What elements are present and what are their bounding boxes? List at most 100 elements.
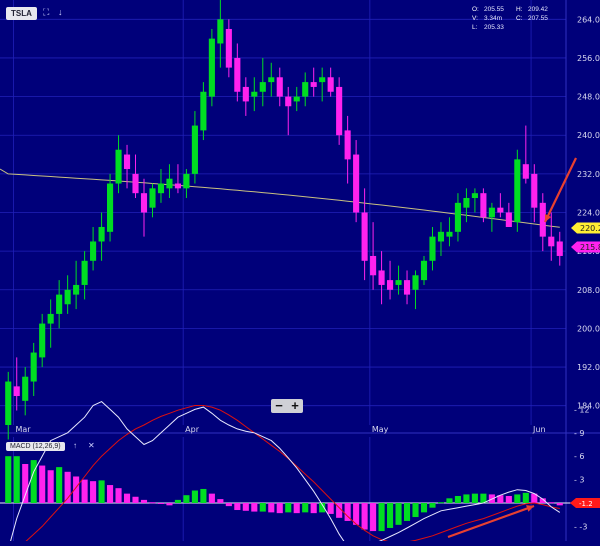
candle-body[interactable] [56, 294, 63, 314]
candle-body[interactable] [310, 82, 317, 87]
macd-histogram-bar [403, 503, 411, 521]
candle-body[interactable] [200, 91, 207, 131]
download-icon[interactable]: ↓ [58, 7, 63, 17]
candle-body[interactable] [98, 226, 105, 242]
candle-body[interactable] [505, 212, 512, 227]
candle-body[interactable] [115, 149, 122, 184]
candle-body[interactable] [166, 178, 173, 189]
move-up-icon[interactable]: ↑ [73, 441, 77, 450]
candle-body[interactable] [225, 28, 232, 68]
volume-value: 3.34m [484, 15, 503, 22]
candle-body[interactable] [132, 173, 139, 194]
candle-body[interactable] [522, 164, 529, 179]
candle-body[interactable] [370, 255, 377, 276]
candle-body[interactable] [353, 154, 360, 213]
candle-body[interactable] [285, 96, 292, 107]
candle-body[interactable] [344, 130, 351, 160]
candle-body[interactable] [319, 77, 326, 83]
candle-body[interactable] [234, 57, 241, 92]
macd-histogram-bar [522, 492, 529, 503]
candle-body[interactable] [268, 77, 275, 83]
candle-body[interactable] [47, 313, 54, 324]
candle-body[interactable] [140, 193, 148, 213]
candle-body[interactable] [420, 260, 428, 281]
candle-body[interactable] [22, 376, 29, 401]
candle-body[interactable] [73, 284, 80, 295]
candle-body[interactable] [302, 82, 309, 97]
candle-body[interactable] [437, 231, 445, 242]
ma-price-tag-text: 220.24 [580, 224, 600, 233]
macd-histogram-bar [157, 503, 165, 504]
y-tick-label: 208.00 [577, 286, 600, 295]
candle-body[interactable] [539, 202, 546, 237]
candle-body[interactable] [251, 91, 258, 97]
candle-body[interactable] [90, 241, 97, 261]
macd-histogram-bar [293, 503, 300, 514]
macd-histogram-bar [429, 503, 436, 508]
candle-body[interactable] [191, 125, 198, 174]
candle-body[interactable] [497, 207, 504, 213]
macd-histogram-bar [64, 471, 71, 503]
close-indicator-icon[interactable]: ✕ [88, 441, 95, 450]
candle-body[interactable] [293, 96, 300, 102]
candle-body[interactable] [30, 352, 37, 382]
candle-body[interactable] [387, 280, 394, 290]
macd-tick-label: - 12 [574, 405, 590, 414]
ohlc-right: H: 209.42 C: 207.55 [516, 5, 548, 23]
macd-histogram-bar [251, 503, 258, 512]
ma-price-tag [571, 222, 600, 234]
candle-body[interactable] [361, 212, 368, 261]
candle-body[interactable] [514, 159, 521, 223]
candle-body[interactable] [183, 173, 190, 189]
candle-body[interactable] [336, 86, 343, 136]
high-value: 209.42 [528, 6, 548, 13]
zoom-in-button[interactable]: + [291, 398, 299, 413]
candle-body[interactable] [217, 19, 224, 44]
macd-histogram-bar [310, 503, 317, 514]
macd-tick-label: - 6 [574, 452, 585, 461]
candle-body[interactable] [412, 275, 419, 290]
candle-body[interactable] [531, 173, 538, 208]
candle-body[interactable] [548, 236, 555, 247]
candle-body[interactable] [174, 183, 181, 189]
candle-body[interactable] [395, 280, 402, 285]
macd-histogram-bar [420, 503, 428, 513]
candle-body[interactable] [39, 323, 46, 358]
candle-body[interactable] [64, 289, 71, 305]
candle-body[interactable] [403, 280, 411, 295]
candle-body[interactable] [208, 38, 215, 97]
candle-body[interactable] [480, 193, 487, 218]
candle-body[interactable] [327, 77, 334, 92]
candle-body[interactable] [429, 236, 436, 261]
candle-body[interactable] [149, 188, 156, 208]
zoom-out-button[interactable]: − [275, 398, 283, 413]
candle-body[interactable] [107, 183, 114, 232]
candle-body[interactable] [259, 82, 266, 92]
fullscreen-icon[interactable]: ⛶ [43, 7, 50, 17]
candle-body[interactable] [488, 207, 495, 218]
candle-body[interactable] [276, 77, 283, 97]
candle-body[interactable] [454, 202, 461, 232]
candle-body[interactable] [463, 198, 470, 208]
y-tick-label: 192.00 [577, 363, 600, 372]
macd-histogram-bar [531, 493, 538, 503]
candle-body[interactable] [123, 154, 131, 170]
candle-body[interactable] [157, 183, 165, 194]
macd-histogram-bar [166, 503, 173, 506]
y-tick-label: 184.00 [577, 402, 600, 411]
candle-body[interactable] [5, 381, 12, 425]
macd-indicator-label[interactable]: MACD (12,26,9) [6, 442, 65, 451]
candle-body[interactable] [242, 86, 249, 102]
open-label: O: [472, 6, 479, 13]
macd-histogram-bar [480, 493, 487, 503]
candle-body[interactable] [471, 193, 478, 199]
candle-body[interactable] [556, 241, 563, 256]
candle-body[interactable] [81, 260, 88, 285]
macd-histogram-bar [387, 503, 394, 528]
symbol-tag[interactable]: TSLA [6, 7, 37, 20]
candle-body[interactable] [378, 270, 385, 285]
candle-body[interactable] [446, 231, 453, 237]
candle-body[interactable] [13, 386, 20, 397]
last-price-tag [571, 241, 600, 253]
